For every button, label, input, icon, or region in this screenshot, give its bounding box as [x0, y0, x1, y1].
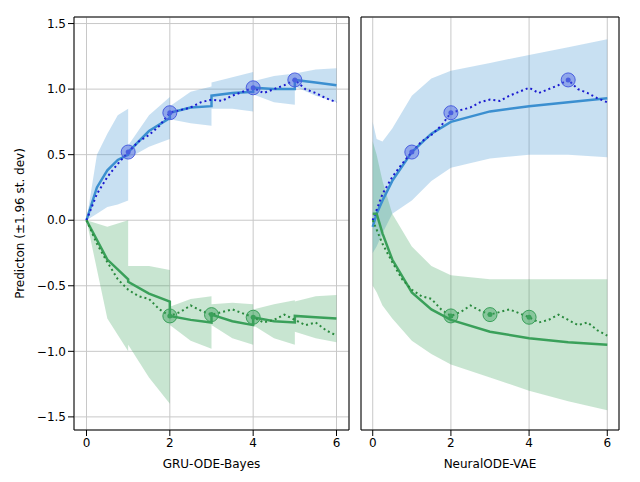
svg-text:2: 2 [166, 436, 174, 450]
svg-text:0.0: 0.0 [47, 213, 66, 227]
svg-text:0: 0 [369, 436, 377, 450]
svg-text:GRU-ODE-Bayes: GRU-ODE-Bayes [163, 457, 261, 471]
svg-text:6: 6 [333, 436, 341, 450]
svg-text:2: 2 [447, 436, 455, 450]
svg-text:4: 4 [525, 436, 533, 450]
svg-text:−0.5: −0.5 [37, 279, 66, 293]
svg-text:−1.5: −1.5 [37, 410, 66, 424]
svg-text:0: 0 [83, 436, 91, 450]
svg-text:1.0: 1.0 [47, 82, 66, 96]
svg-text:NeuralODE-VAE: NeuralODE-VAE [444, 457, 537, 471]
svg-text:1.5: 1.5 [47, 17, 66, 31]
svg-text:0.5: 0.5 [47, 148, 66, 162]
svg-text:4: 4 [249, 436, 257, 450]
svg-text:−1.0: −1.0 [37, 345, 66, 359]
svg-text:6: 6 [603, 436, 611, 450]
svg-text:Predicton (±1.96 st. dev): Predicton (±1.96 st. dev) [13, 148, 27, 299]
